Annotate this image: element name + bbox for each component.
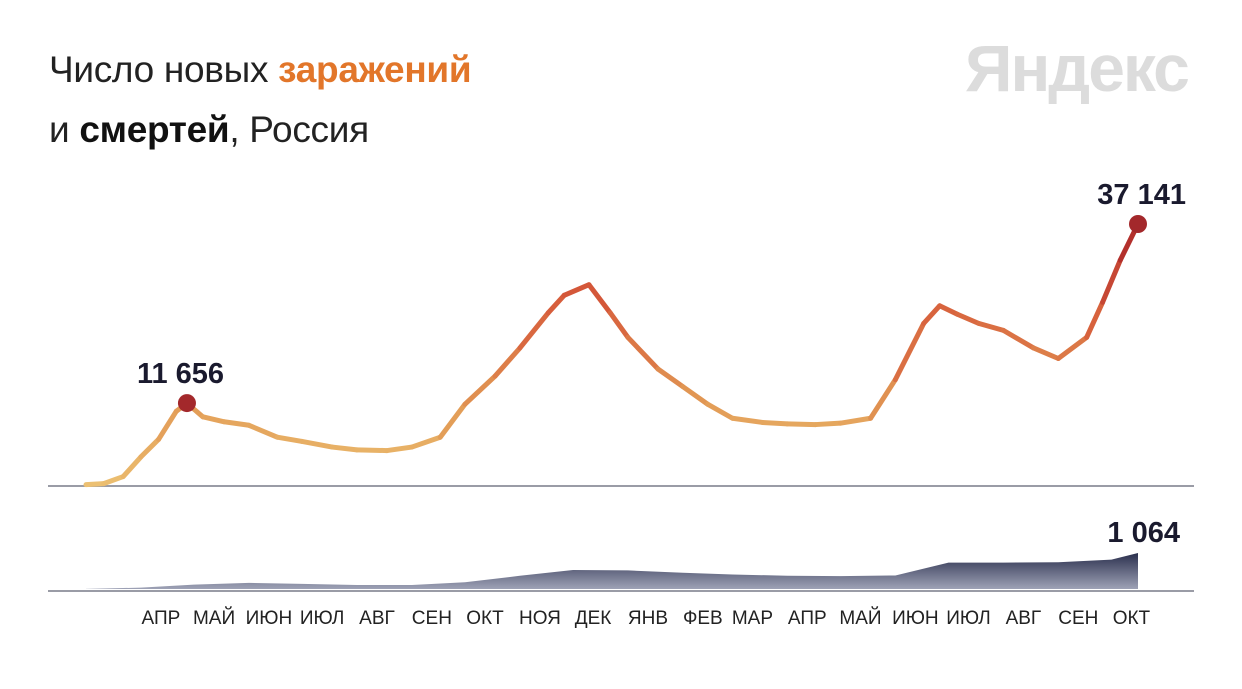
deaths-label-latest: 1 064 (1107, 517, 1180, 549)
peak-dot-spring-2020 (177, 394, 196, 413)
x-tick-label: АПР (142, 608, 181, 629)
x-tick-label: ИЮЛ (300, 608, 344, 629)
cases-line-segment (586, 282, 613, 316)
x-tick-label: ОКТ (1113, 608, 1151, 629)
cases-line-segment (156, 408, 179, 442)
title-accent-infections: заражений (278, 49, 472, 90)
deaths-area-chart (86, 553, 1138, 589)
cases-line-segment (705, 401, 735, 421)
cases-line-segment (837, 415, 874, 426)
cases-line-segment (83, 481, 107, 488)
yandex-logo: Яндекс (965, 31, 1190, 105)
cases-line-segment (545, 292, 567, 316)
x-tick-label: МАЙ (193, 607, 235, 629)
x-tick-label: ФЕВ (683, 608, 723, 629)
cases-line-segment (246, 422, 280, 440)
x-tick-label: ИЮЛ (946, 608, 990, 629)
cases-line-segment (299, 438, 335, 450)
cases-line-segment (120, 454, 144, 480)
cases-line-segment (1055, 334, 1090, 362)
cases-line-segment (1031, 345, 1061, 362)
cases-line-segment (680, 384, 711, 407)
x-tick-label: АПР (788, 608, 827, 629)
x-tick-label: ДЕК (575, 608, 612, 629)
peak-label-latest: 37 141 (1097, 179, 1186, 211)
cases-line-segment (138, 436, 162, 460)
title-line-2: и смертей, Россия (49, 100, 471, 160)
x-tick-label: ИЮН (892, 608, 939, 629)
cases-line-segment (784, 421, 819, 428)
x-tick-label: ИЮН (246, 608, 293, 629)
cases-line-segment (760, 419, 790, 427)
cases-line-segment (517, 310, 551, 351)
title-line-1: Число новых заражений (49, 40, 472, 100)
cases-line-segment (561, 282, 592, 298)
cases-line-segment (607, 310, 631, 340)
cases-line-segment (813, 420, 843, 428)
x-axis-tick-labels: АПР МАЙ ИЮН ИЮЛ АВГ СЕН ОКТ НОЯ ДЕК ЯНВ ФЕВ МАР АПР М… (142, 607, 1151, 629)
cases-line-segment (976, 320, 1006, 333)
cases-line-segment (221, 419, 252, 428)
chart-title: Число новых заражений и смертей, Россия (49, 40, 472, 160)
cases-line-segment (868, 377, 898, 421)
cases-line-segment (1100, 257, 1123, 305)
cases-line-segment (384, 444, 415, 454)
cases-line-segment (892, 320, 927, 383)
cases-line-segment (409, 434, 443, 450)
cases-line-segment (101, 474, 126, 487)
peak-dot-latest (1129, 215, 1147, 233)
title-bold-deaths: смертей (79, 109, 230, 150)
x-tick-label: СЕН (412, 608, 452, 629)
cases-line-segment (729, 415, 766, 425)
cases-line-segment (937, 303, 960, 317)
cases-line-segment (625, 334, 661, 372)
deaths-area (86, 553, 1138, 589)
x-tick-label: МАЙ (839, 607, 881, 629)
cases-line-chart (83, 221, 1141, 488)
title-text: Число новых (49, 49, 279, 90)
cases-line-segment (1084, 299, 1106, 340)
title-text: и (49, 109, 80, 150)
x-tick-label: СЕН (1058, 608, 1098, 629)
x-tick-label: ОКТ (466, 608, 504, 629)
x-tick-label: ЯНВ (628, 608, 668, 629)
cases-line-segment (200, 414, 227, 425)
cases-line-segment (329, 444, 360, 453)
title-text: , Россия (229, 109, 369, 150)
cases-line-segment (354, 447, 390, 454)
x-tick-label: АВГ (1006, 608, 1042, 629)
x-tick-label: АВГ (359, 608, 395, 629)
peak-label-spring-2020: 11 656 (137, 358, 224, 390)
x-tick-label: МАР (732, 608, 773, 629)
cases-line-segment (921, 303, 943, 326)
x-tick-label: НОЯ (519, 608, 561, 629)
cases-line-segment (274, 434, 305, 444)
cases-line-segment (1000, 327, 1037, 351)
cases-line-segment (437, 401, 468, 440)
cases-line-segment (492, 345, 523, 379)
cases-line-segment (954, 311, 982, 326)
cases-line-segment (462, 373, 498, 407)
cases-line-segment (655, 366, 686, 390)
annotations: 11 656 37 141 1 064 (137, 179, 1186, 549)
